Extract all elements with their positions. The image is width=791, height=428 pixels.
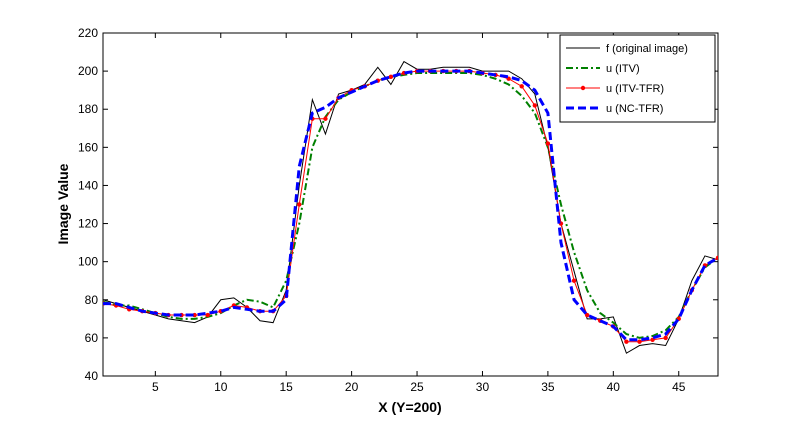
y-tick-label: 140 (78, 178, 98, 192)
y-axis-label: Image Value (55, 163, 71, 244)
data-point (571, 278, 577, 283)
data-point (545, 141, 551, 146)
data-point (388, 74, 394, 80)
legend-label: u (ITV-TFR) (606, 83, 664, 95)
x-tick-label: 15 (280, 380, 294, 394)
data-point (663, 335, 668, 341)
x-tick-label: 40 (607, 380, 621, 394)
legend-label: f (original image) (606, 43, 688, 55)
y-tick-label: 80 (85, 293, 99, 307)
legend: f (original image) u (ITV) u (ITV-TFR) u (N… (559, 34, 716, 123)
y-tick-label: 100 (78, 255, 98, 269)
x-tick-label: 10 (214, 380, 228, 394)
data-point (297, 202, 302, 207)
y-tick-label: 180 (78, 102, 98, 116)
data-point (205, 312, 210, 318)
data-point (323, 116, 328, 121)
x-tick-label: 30 (476, 380, 490, 394)
x-tick-label: 5 (152, 380, 159, 394)
x-tick-label: 20 (345, 380, 359, 394)
legend-label: u (NC-TFR) (606, 103, 663, 115)
data-point (519, 84, 524, 89)
x-tick-label: 35 (541, 380, 555, 394)
y-tick-label: 60 (85, 331, 99, 345)
series-line-3 (103, 69, 718, 342)
y-tick-label: 160 (78, 140, 98, 154)
data-point (715, 255, 718, 261)
y-tick-label: 200 (78, 64, 98, 78)
x-axis-label: X (Y=200) (378, 399, 441, 415)
data-point (624, 339, 629, 344)
x-tick-label: 45 (672, 380, 686, 394)
y-tick-label: 40 (85, 369, 99, 383)
series-line-1 (103, 72, 718, 339)
data-point (532, 103, 538, 108)
y-tick-label: 220 (78, 26, 98, 40)
legend-label: u (ITV) (606, 63, 640, 75)
data-point (637, 339, 642, 344)
series-line-0 (103, 60, 718, 354)
y-tick-label: 120 (78, 217, 98, 231)
data-point (584, 312, 590, 318)
x-tick-label: 25 (410, 380, 424, 394)
